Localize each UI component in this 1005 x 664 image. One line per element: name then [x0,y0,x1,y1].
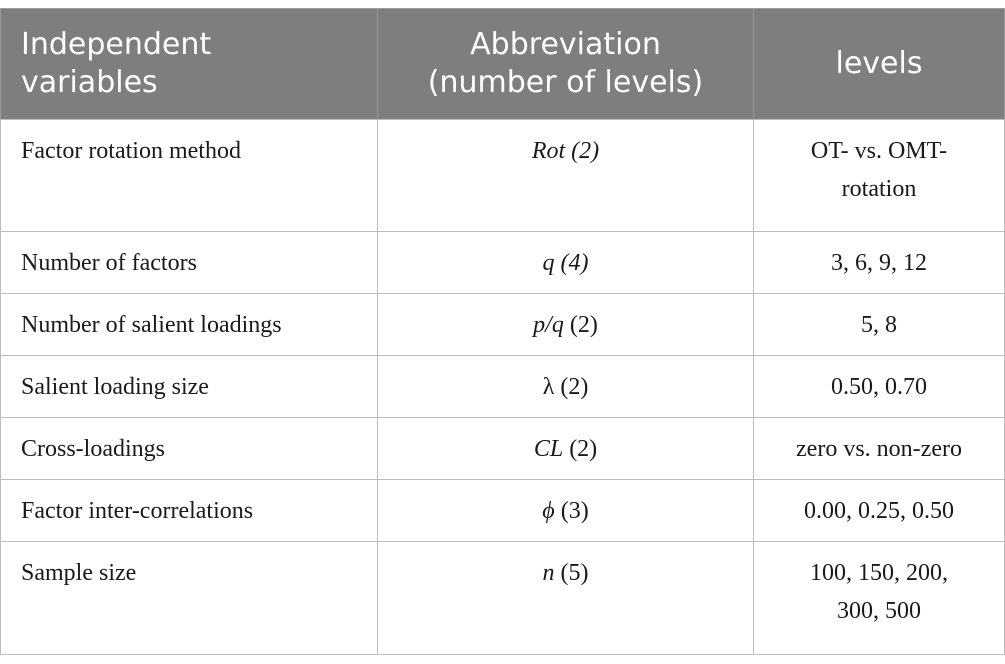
cell-variable: Number of salient loadings [0,293,378,356]
cell-abbreviation: ϕ (3) [377,479,754,542]
variables-table-container: Independent variables Abbreviation (numb… [0,8,1005,655]
abbr-symbol: Rot [531,138,566,164]
cell-abbreviation: Rot (2) [377,119,754,232]
cell-levels: 100, 150, 200, 300, 500 [753,541,1005,655]
header-col1-line2: variables [21,65,158,100]
cell-variable: Number of factors [0,231,378,294]
abbr-count: (5) [560,560,589,586]
abbr-symbol: CL [533,436,564,462]
abbr-symbol: ϕ [542,498,555,524]
header-abbreviation: Abbreviation (number of levels) [377,8,754,120]
header-row: Independent variables Abbreviation (numb… [0,8,1005,120]
cell-levels: zero vs. non-zero [753,417,1005,480]
table-row: Salient loading size λ (2) 0.50, 0.70 [0,355,1005,418]
independent-variables-table: Independent variables Abbreviation (numb… [0,8,1005,655]
cell-variable: Factor rotation method [0,119,378,232]
levels-line2: 300, 500 [837,598,921,624]
cell-levels: 0.00, 0.25, 0.50 [753,479,1005,542]
table-row: Factor rotation method Rot (2) OT- vs. O… [0,119,1005,232]
cell-abbreviation: p/q (2) [377,293,754,356]
table-body: Factor rotation method Rot (2) OT- vs. O… [0,119,1005,655]
cell-abbreviation: CL (2) [377,417,754,480]
cell-levels: 0.50, 0.70 [753,355,1005,418]
cell-variable: Sample size [0,541,378,655]
table-row: Cross-loadings CL (2) zero vs. non-zero [0,417,1005,480]
header-levels: levels [753,8,1005,120]
cell-levels: OT- vs. OMT- rotation [753,119,1005,232]
abbr-symbol: p/q [533,312,564,338]
abbr-count: (2) [571,138,600,164]
cell-levels: 5, 8 [753,293,1005,356]
cell-variable: Salient loading size [0,355,378,418]
header-col2-line2: (number of levels) [427,65,704,100]
cell-abbreviation: n (5) [377,541,754,655]
header-independent-variables: Independent variables [0,8,378,120]
abbr-symbol: n [542,560,555,586]
header-col1-line1: Independent [21,27,212,62]
levels-line1: OT- vs. OMT- [810,138,948,164]
abbr-count: (4) [560,250,589,276]
abbr-symbol: q [542,250,555,276]
cell-levels: 3, 6, 9, 12 [753,231,1005,294]
abbr-count: (2) [560,374,589,400]
cell-variable: Cross-loadings [0,417,378,480]
levels-line2: rotation [841,176,917,202]
abbr-count: (2) [569,436,598,462]
cell-abbreviation: q (4) [377,231,754,294]
abbr-count: (2) [569,312,598,338]
table-row: Number of salient loadings p/q (2) 5, 8 [0,293,1005,356]
abbr-count: (3) [560,498,589,524]
table-row: Number of factors q (4) 3, 6, 9, 12 [0,231,1005,294]
table-row: Sample size n (5) 100, 150, 200, 300, 50… [0,541,1005,655]
cell-abbreviation: λ (2) [377,355,754,418]
abbr-symbol: λ [542,374,555,400]
levels-line1: 100, 150, 200, [810,560,948,586]
cell-variable: Factor inter-correlations [0,479,378,542]
header-col2-line1: Abbreviation [470,27,661,62]
table-row: Factor inter-correlations ϕ (3) 0.00, 0.… [0,479,1005,542]
table-header: Independent variables Abbreviation (numb… [0,8,1005,120]
